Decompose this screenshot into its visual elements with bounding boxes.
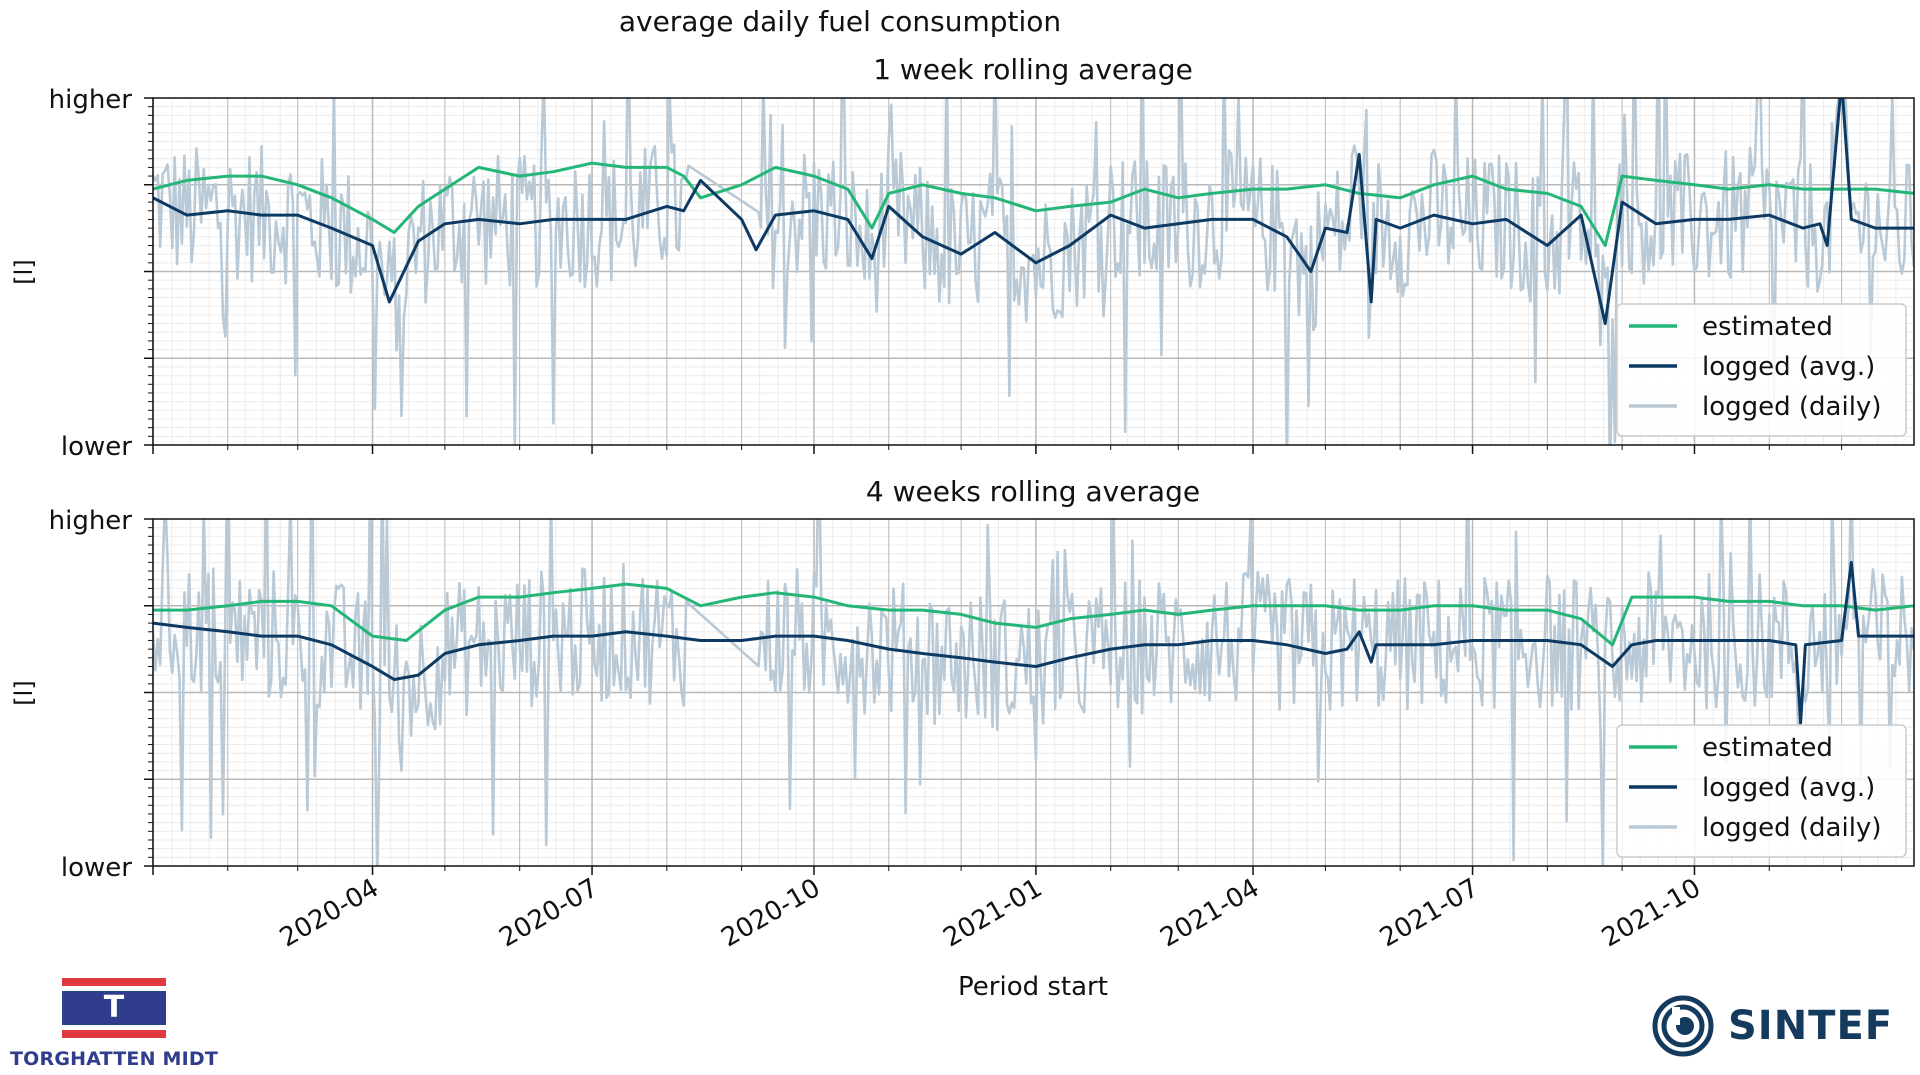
series-line-logged-avg xyxy=(153,98,1914,326)
x-tick-labels: 2020-04 2020-07 2020-10 2021-01 2021-04 2021-… xyxy=(275,873,1706,953)
series-line-estimated xyxy=(153,161,1914,247)
torghatten-emblem: T xyxy=(62,978,166,1038)
y-axis-label: [l] xyxy=(10,680,38,705)
panel-title: 1 week rolling average xyxy=(873,53,1193,86)
legend-label: logged (daily) xyxy=(1702,392,1881,422)
series-group xyxy=(153,98,1914,445)
x-axis-label: Period start xyxy=(958,972,1108,1002)
legend-box xyxy=(1616,303,1907,437)
series-group xyxy=(153,519,1914,866)
plot-area: estimated logged (avg.) logged (daily) xyxy=(144,97,1915,454)
series-line-logged-daily xyxy=(153,519,1914,866)
x-tick-label: 2021-10 xyxy=(1597,873,1706,953)
panel-title: 4 weeks rolling average xyxy=(866,475,1200,508)
panel-1week: 1 week rolling average higher lower [l] … xyxy=(10,53,1915,462)
x-tick-label: 2021-01 xyxy=(938,873,1047,953)
axes-frame xyxy=(152,518,1915,867)
x-tick-label: 2020-10 xyxy=(716,873,825,953)
figure-title: average daily fuel consumption xyxy=(619,5,1061,38)
legend-label: estimated xyxy=(1702,312,1833,342)
y-tick-lower: lower xyxy=(61,432,132,462)
series-line-estimated xyxy=(153,582,1914,647)
series-line-logged-daily xyxy=(153,98,1914,445)
y-tick-higher: higher xyxy=(49,506,133,536)
sintef-logo: SINTEF xyxy=(1652,995,1912,1057)
x-tick-label: 2021-04 xyxy=(1155,873,1264,953)
axes-frame xyxy=(152,97,1915,446)
y-axis-label: [l] xyxy=(10,259,38,284)
y-tick-higher: higher xyxy=(49,85,133,115)
legend-box xyxy=(1616,724,1907,858)
legend-label: estimated xyxy=(1702,733,1833,763)
series-line-logged-avg xyxy=(153,560,1914,725)
x-tick-label: 2021-07 xyxy=(1375,873,1484,953)
sintef-name: SINTEF xyxy=(1728,1003,1894,1049)
torghatten-logo: T TORGHATTEN MIDT xyxy=(10,978,220,1075)
plot-area: estimated logged (avg.) logged (daily) xyxy=(144,518,1915,875)
logo-blue-box: T xyxy=(62,991,166,1025)
legend-label: logged (avg.) xyxy=(1702,773,1875,803)
sintef-emblem-icon xyxy=(1652,995,1714,1057)
y-tick-lower: lower xyxy=(61,853,132,883)
logo-red-bar-top xyxy=(62,978,166,986)
x-tick-label: 2020-07 xyxy=(494,873,603,953)
logo-letter: T xyxy=(103,990,125,1025)
legend-label: logged (daily) xyxy=(1702,813,1881,843)
torghatten-name: TORGHATTEN MIDT xyxy=(10,1048,219,1070)
panel-4weeks: 4 weeks rolling average higher lower [l]… xyxy=(10,475,1915,883)
x-tick-label: 2020-04 xyxy=(275,873,384,953)
logo-red-bar-bottom xyxy=(62,1030,166,1038)
legend-label: logged (avg.) xyxy=(1702,352,1875,382)
